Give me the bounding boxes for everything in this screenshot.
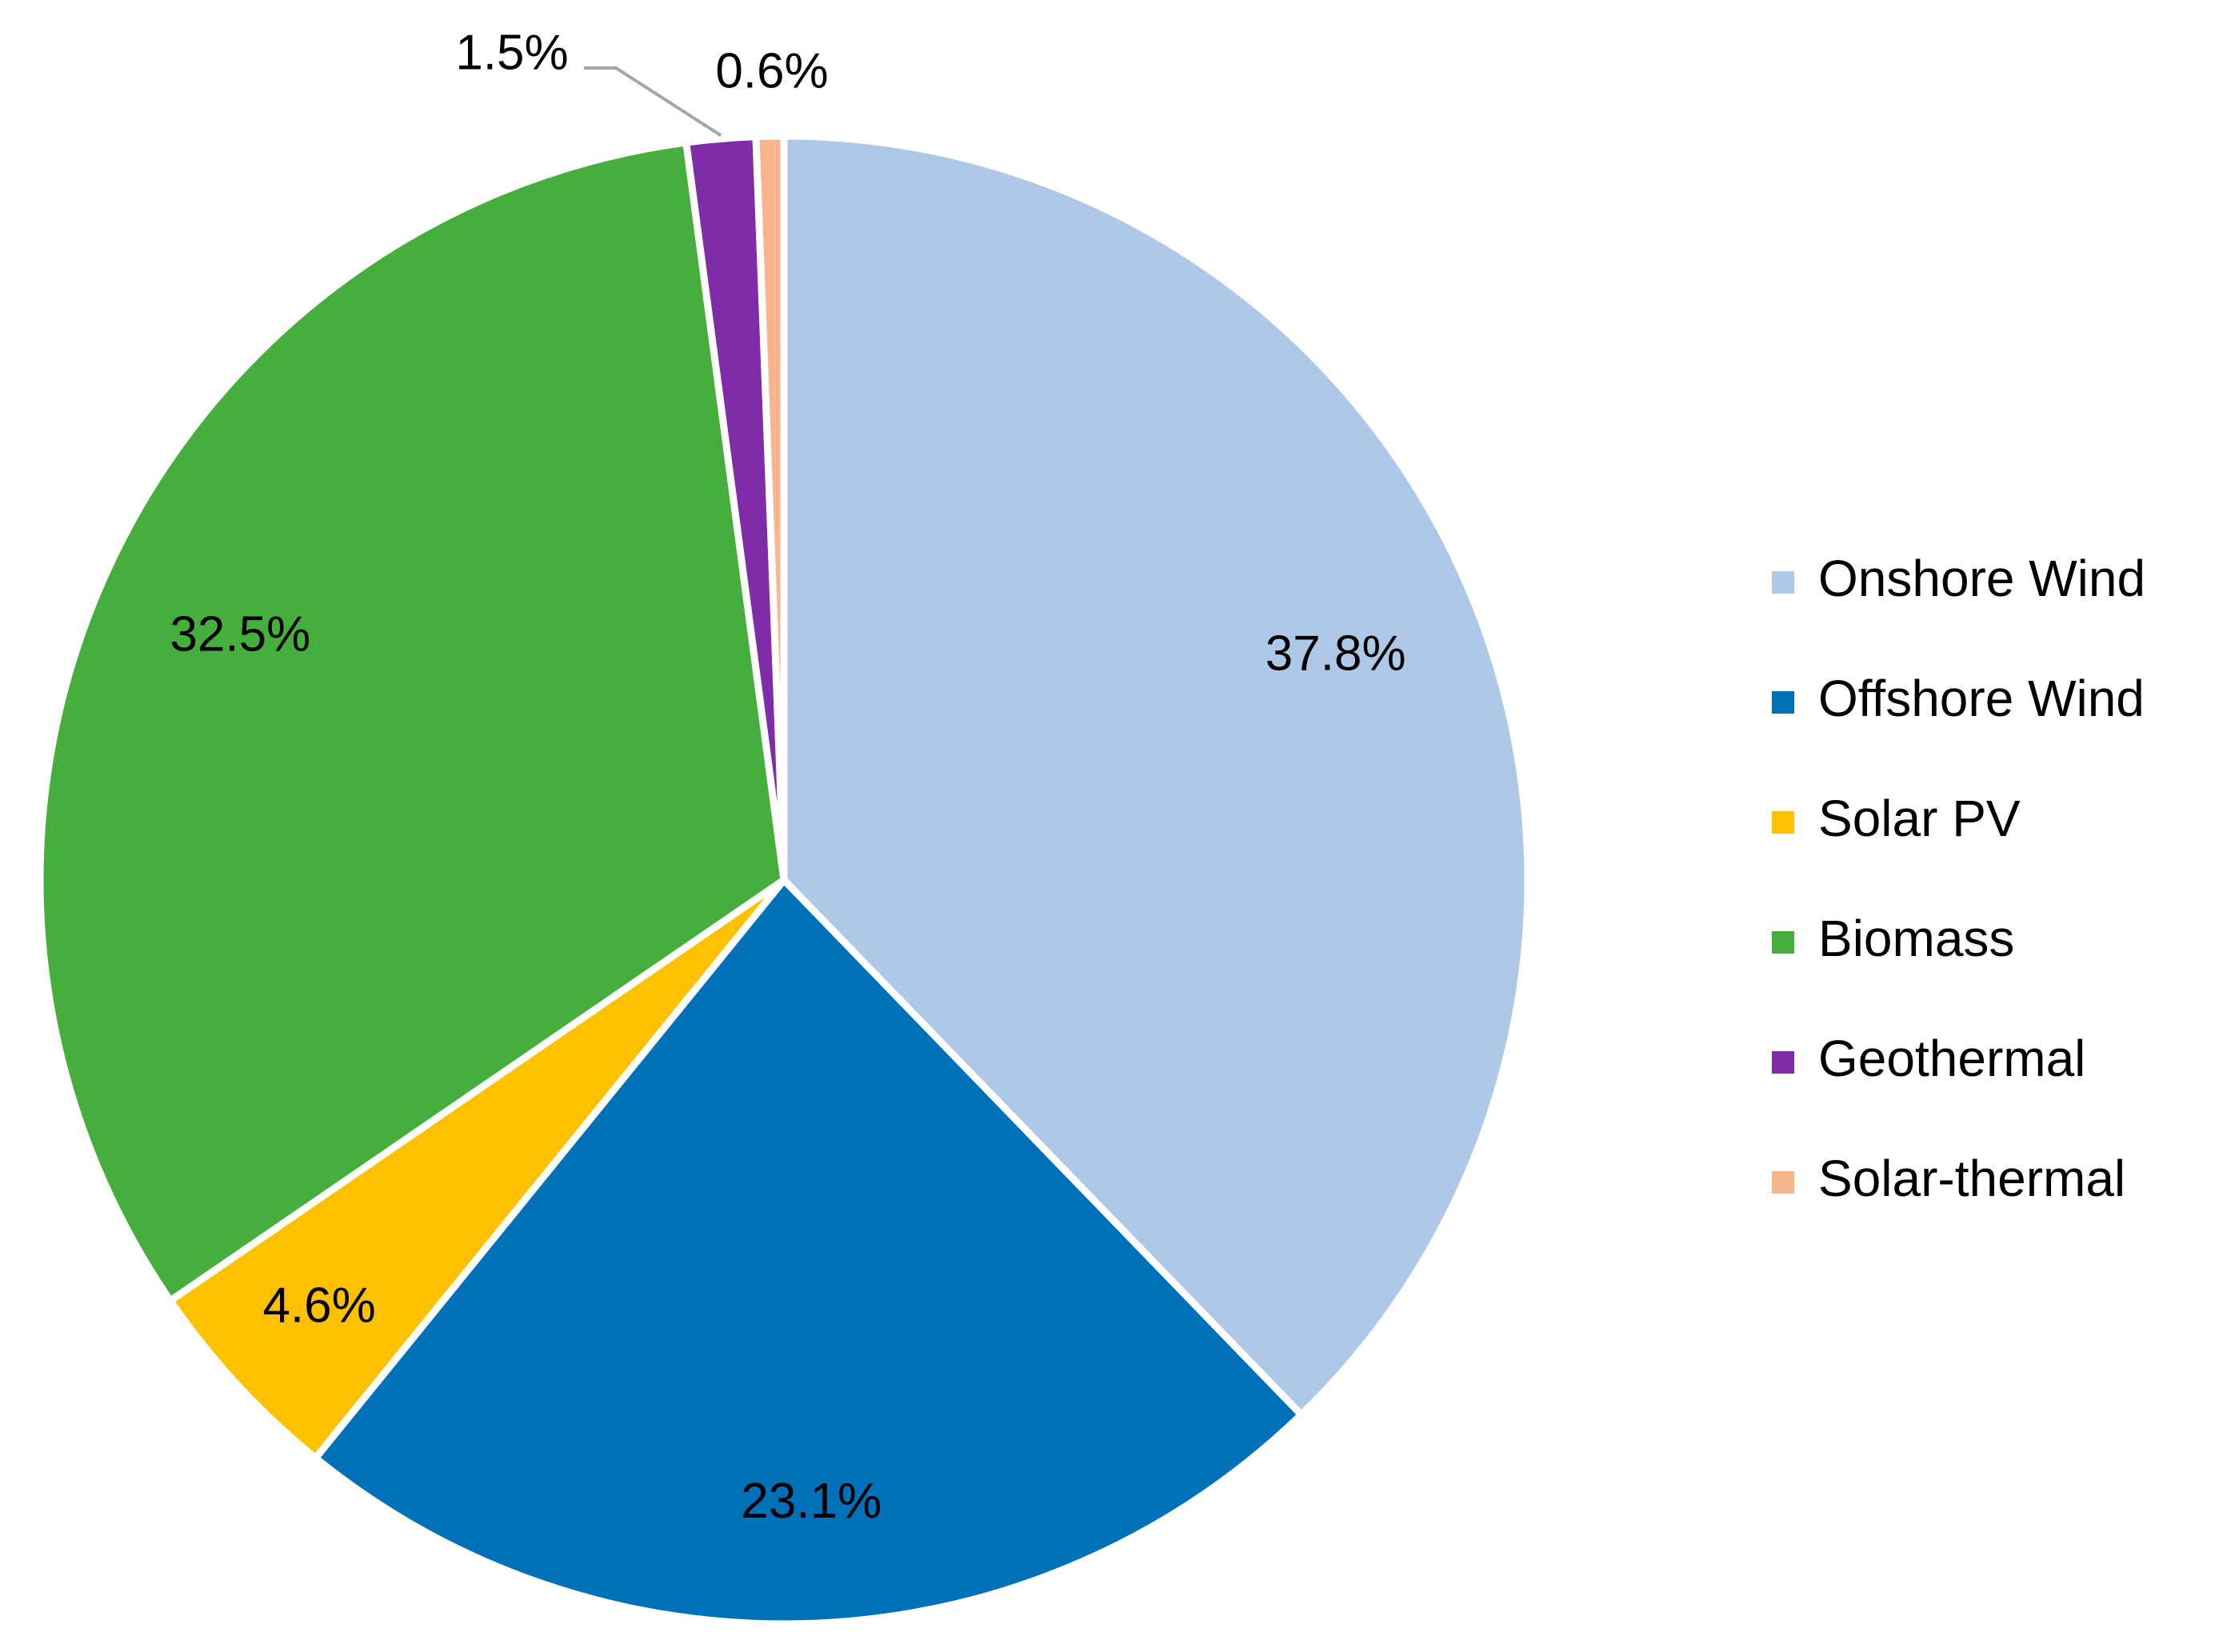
legend-swatch-offshore-wind [1772,691,1794,714]
data-label-onshore-wind: 37.8% [1265,626,1406,681]
data-label-offshore-wind: 23.1% [741,1474,882,1529]
legend-label-solar-thermal: Solar-thermal [1818,1150,2125,1207]
pie-slice-solar-pv [166,876,788,1462]
legend: Onshore Wind Offshore Wind Solar PV Biomass… [1772,550,2145,1207]
legend-label-solar-pv: Solar PV [1818,790,2021,847]
data-label-solar-pv: 4.6% [262,1278,375,1334]
legend-item-geothermal: Geothermal [1772,1030,2085,1087]
legend-item-solar-thermal: Solar-thermal [1772,1150,2125,1207]
legend-item-onshore-wind: Onshore Wind [1772,550,2145,607]
legend-swatch-biomass [1772,931,1794,954]
legend-swatch-geothermal [1772,1051,1794,1074]
pie-slices [36,132,1532,1628]
data-label-geothermal: 1.5% [455,25,568,80]
leader-lines [584,66,722,138]
data-label-biomass: 32.5% [170,607,310,662]
legend-label-onshore-wind: Onshore Wind [1818,550,2145,607]
legend-swatch-solar-pv [1772,811,1794,834]
legend-swatch-onshore-wind [1772,571,1794,594]
pie-slice-onshore-wind [780,132,1532,1418]
pie-slice-biomass [36,138,788,1305]
data-label-solar-thermal: 0.6% [715,43,828,98]
legend-label-offshore-wind: Offshore Wind [1818,670,2145,727]
legend-label-geothermal: Geothermal [1818,1030,2085,1087]
leader-line-geothermal [584,66,722,138]
legend-item-biomass: Biomass [1772,910,2014,967]
legend-swatch-solar-thermal [1772,1171,1794,1194]
pie-slice-offshore-wind [311,876,1305,1628]
legend-label-biomass: Biomass [1818,910,2014,967]
pie-slice-solar-thermal [752,132,788,884]
legend-item-solar-pv: Solar PV [1772,790,2021,847]
data-labels: 37.8% 23.1% 4.6% 32.5% 1.5% 0.6% [170,25,1405,1528]
legend-item-offshore-wind: Offshore Wind [1772,670,2145,727]
